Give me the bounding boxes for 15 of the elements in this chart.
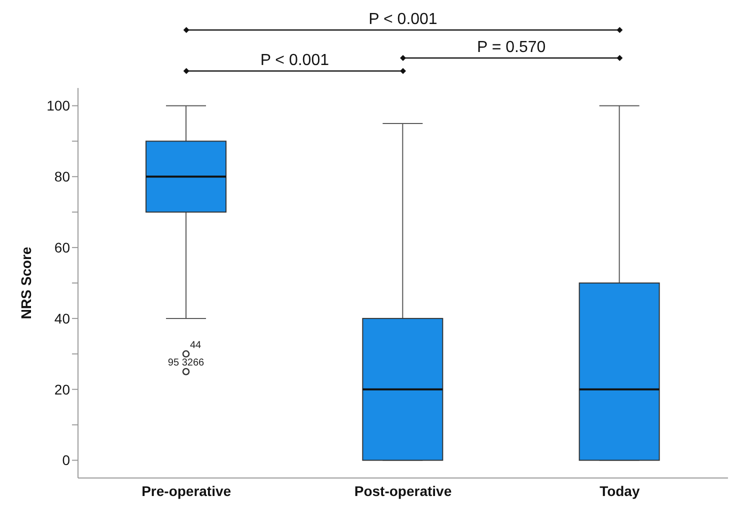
text: P < 0.001 [260,52,330,69]
y-tick-label: 20 [54,381,70,398]
text: P = 0.570 [477,39,546,56]
x-tick-label: Pre-operative [142,482,232,499]
x-tick-label: Today [600,482,640,499]
annotation: 44 [190,340,202,351]
annotation: 95 3266 [168,358,205,369]
y-tick-label: 100 [46,98,70,114]
y-tick-label: 60 [54,240,70,256]
y-axis-title: NRS Score [18,246,34,320]
text: P < 0.001 [368,11,438,28]
x-tick-label: Post-operative [354,482,452,499]
y-tick-label: 40 [54,310,70,326]
y-tick-label: 80 [54,168,70,185]
y-tick-label: 0 [62,452,70,468]
